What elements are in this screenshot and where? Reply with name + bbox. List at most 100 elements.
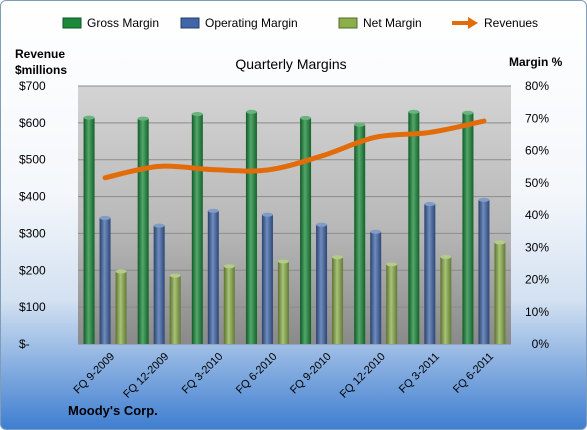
- right-tick-label: 0%: [532, 337, 550, 351]
- gross-margin-bar-cap: [300, 115, 312, 120]
- left-tick-label: $600: [19, 116, 46, 130]
- right-axis-label: Margin %: [509, 55, 563, 69]
- net-margin-bar-cap: [440, 254, 452, 259]
- operating-margin-bar: [261, 214, 273, 344]
- operating-margin-bar: [370, 231, 382, 344]
- net-margin-bar: [440, 256, 452, 344]
- net-margin-bar-cap: [386, 262, 398, 267]
- gross-margin-bar: [83, 117, 95, 344]
- operating-margin-bar-cap: [424, 202, 436, 207]
- net-margin-bar: [386, 264, 398, 344]
- gross-margin-bar-cap: [191, 112, 203, 117]
- left-tick-label: $400: [19, 190, 46, 204]
- revenue-point: [482, 119, 486, 123]
- gross-margin-legend-label: Gross Margin: [87, 16, 159, 30]
- net-margin-legend-label: Net Margin: [363, 16, 422, 30]
- operating-margin-bar-cap: [153, 223, 165, 228]
- revenue-point: [103, 176, 107, 180]
- operating-margin-bar-cap: [207, 208, 219, 213]
- net-margin-bar-cap: [223, 264, 235, 269]
- left-tick-label: $100: [19, 300, 46, 314]
- operating-margin-bar: [424, 204, 436, 344]
- net-margin-bar-cap: [169, 273, 181, 278]
- category-label: FQ 3-2010: [180, 351, 226, 397]
- net-margin-bar: [332, 257, 344, 344]
- gross-margin-bar-cap: [354, 122, 366, 127]
- revenue-point: [320, 154, 324, 158]
- net-margin-bar-cap: [277, 259, 289, 264]
- operating-margin-bar-cap: [261, 212, 273, 217]
- company-name: Moody's Corp.: [68, 403, 158, 418]
- chart-title: Quarterly Margins: [235, 56, 346, 72]
- net-margin-bar: [223, 266, 235, 344]
- left-axis-label-line1: Revenue: [15, 47, 65, 61]
- gross-margin-bar: [462, 112, 474, 344]
- category-label: FQ 6-2011: [451, 351, 496, 396]
- left-tick-label: $200: [19, 263, 46, 277]
- revenue-point: [265, 168, 269, 172]
- right-tick-label: 20%: [525, 273, 549, 287]
- bar-series: [83, 109, 506, 345]
- revenue-point: [428, 130, 432, 134]
- net-margin-bar-cap: [494, 240, 506, 245]
- left-tick-label: $700: [19, 79, 46, 93]
- right-tick-label: 10%: [525, 305, 549, 319]
- net-margin-bar: [115, 271, 127, 344]
- legend: Gross Margin Operating Margin Net Margin Re…: [62, 16, 538, 30]
- gross-margin-bar-cap: [137, 116, 149, 121]
- category-label: FQ 9-2010: [288, 351, 334, 397]
- gross-margin-bar: [354, 124, 366, 344]
- revenue-point: [374, 135, 378, 139]
- right-tick-label: 30%: [525, 240, 549, 254]
- revenues-legend-arrow: [468, 17, 478, 29]
- category-label: FQ 9-2009: [72, 351, 118, 397]
- operating-margin-bar: [207, 210, 219, 344]
- right-tick-label: 60%: [525, 144, 549, 158]
- category-label: FQ 3-2011: [397, 351, 442, 396]
- right-tick-label: 50%: [525, 176, 549, 190]
- gross-margin-bar: [137, 118, 149, 344]
- net-margin-bar: [494, 242, 506, 344]
- right-tick-label: 70%: [525, 111, 549, 125]
- operating-margin-bar-cap: [478, 197, 490, 202]
- right-tick-label: 80%: [525, 79, 549, 93]
- gross-margin-legend-swatch: [62, 17, 82, 29]
- operating-margin-bar: [478, 199, 490, 344]
- category-label: FQ 12-2010: [338, 351, 388, 401]
- operating-margin-bar: [153, 225, 165, 344]
- net-margin-bar-cap: [332, 255, 344, 260]
- operating-margin-legend-label: Operating Margin: [205, 16, 298, 30]
- revenue-line: [102, 118, 487, 181]
- revenues-legend-label: Revenues: [484, 16, 538, 30]
- net-margin-bar: [169, 275, 181, 344]
- category-label: FQ 6-2010: [234, 351, 280, 397]
- gross-margin-bar-cap: [245, 109, 257, 114]
- right-tick-label: 40%: [525, 208, 549, 222]
- operating-margin-bar: [316, 224, 328, 344]
- revenue-point: [157, 164, 161, 168]
- revenue-line-series: [102, 118, 487, 181]
- gross-margin-bar: [245, 111, 257, 344]
- operating-margin-bar-cap: [99, 215, 111, 220]
- gross-margin-bar-cap: [408, 109, 420, 114]
- net-margin-bar: [277, 261, 289, 344]
- gross-margin-bar: [408, 111, 420, 344]
- left-tick-label: $300: [19, 226, 46, 240]
- left-tick-label: $500: [19, 153, 46, 167]
- gross-margin-bar: [191, 114, 203, 345]
- category-label: FQ 12-2009: [121, 351, 171, 401]
- gross-margin-bar-cap: [462, 110, 474, 115]
- operating-margin-bar-cap: [370, 229, 382, 234]
- operating-margin-legend-swatch: [180, 17, 200, 29]
- net-margin-bar-cap: [115, 269, 127, 274]
- left-axis-label-line2: $millions: [15, 63, 67, 77]
- net-margin-legend-swatch: [338, 17, 358, 29]
- revenue-point: [211, 168, 215, 172]
- gridlines: [78, 85, 511, 345]
- gross-margin-bar: [300, 117, 312, 345]
- operating-margin-bar-cap: [316, 222, 328, 227]
- left-tick-label: $-: [19, 337, 30, 351]
- gross-margin-bar-cap: [83, 115, 95, 120]
